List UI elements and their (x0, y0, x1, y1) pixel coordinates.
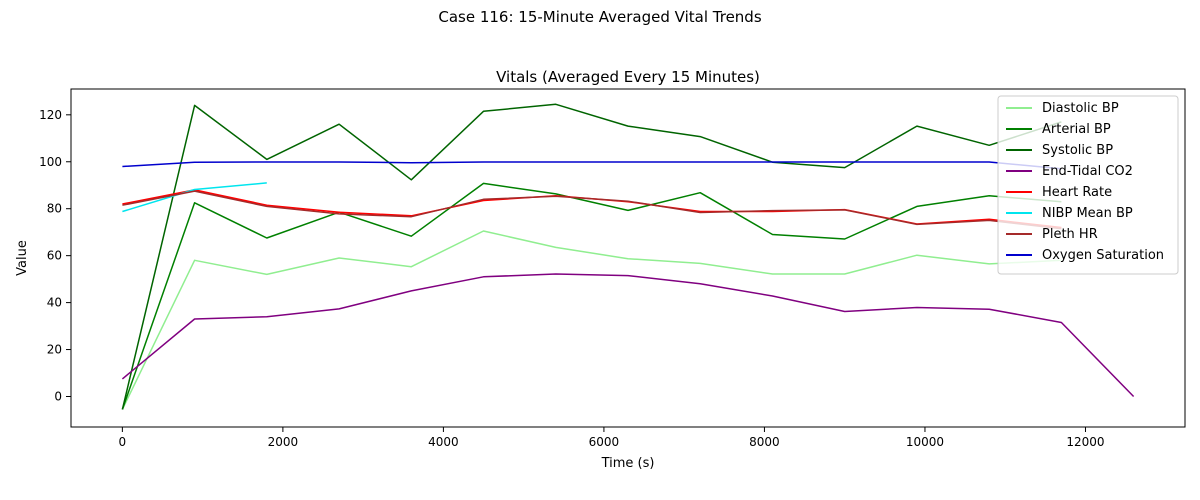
x-tick-label-5: 10000 (906, 435, 944, 449)
x-tick-label-0: 0 (119, 435, 127, 449)
plot-frame (70, 88, 1186, 428)
series-line-4 (122, 189, 1062, 229)
x-tick-label-3: 6000 (589, 435, 620, 449)
legend-label-4: Heart Rate (1042, 185, 1112, 200)
y-tick-label-4: 80 (47, 202, 62, 216)
legend-label-5: NIBP Mean BP (1042, 206, 1133, 221)
series-line-1 (121, 182, 1062, 410)
y-tick-label-1: 20 (47, 343, 62, 357)
x-tick-label-4: 8000 (749, 435, 780, 449)
y-tick-label-6: 120 (39, 108, 62, 122)
x-tick-label-6: 12000 (1066, 435, 1104, 449)
legend-box (997, 95, 1179, 275)
legend-label-0: Diastolic BP (1042, 101, 1119, 116)
series-line-6 (122, 190, 1062, 230)
series-line-2 (121, 103, 1062, 410)
chart-title: Vitals (Averaged Every 15 Minutes) (496, 68, 760, 86)
chart-legend: Diastolic BP Arterial BP Systolic BP End-Ti… (997, 95, 1179, 275)
x-axis-label: Time (s) (601, 456, 655, 471)
x-tick-label-1: 2000 (268, 435, 299, 449)
series-line-0 (121, 230, 1062, 410)
series-line-5 (122, 182, 267, 213)
legend-label-1: Arterial BP (1042, 122, 1111, 137)
legend-label-3: End-Tidal CO2 (1042, 164, 1133, 179)
series-layer (121, 103, 1135, 410)
legend-label-2: Systolic BP (1042, 143, 1113, 158)
legend-label-6: Pleth HR (1042, 227, 1098, 242)
y-axis-ticks: 0 20 40 60 80 100 120 (39, 108, 71, 403)
y-tick-label-0: 0 (54, 389, 62, 403)
figure-suptitle: Case 116: 15-Minute Averaged Vital Trend… (438, 8, 761, 26)
x-tick-label-2: 4000 (428, 435, 459, 449)
y-tick-label-5: 100 (39, 155, 62, 169)
series-line-7 (122, 161, 1062, 170)
y-tick-label-3: 60 (47, 249, 62, 263)
x-axis-ticks: 0 2000 4000 6000 8000 10000 12000 (119, 427, 1105, 449)
y-axis-label: Value (15, 240, 30, 276)
legend-label-7: Oxygen Saturation (1042, 248, 1164, 263)
y-tick-label-2: 40 (47, 296, 62, 310)
series-line-3 (121, 273, 1135, 398)
